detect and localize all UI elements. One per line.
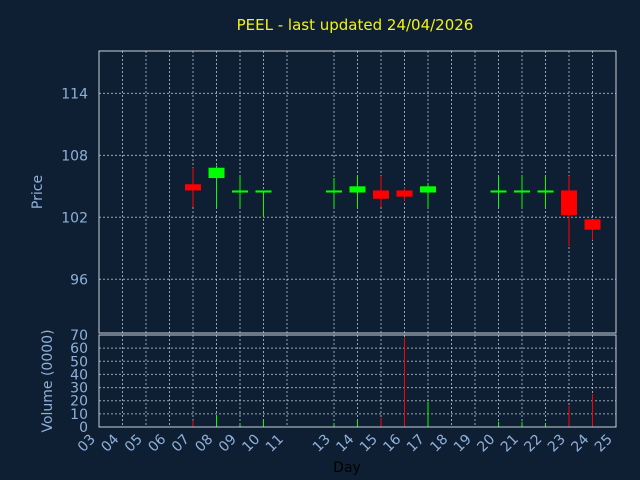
x-axis-label: Day: [333, 460, 361, 476]
x-tick-label: 21: [498, 432, 522, 456]
price-tick-labels: 96 102 108 114: [61, 86, 88, 288]
price-tick-label: 114: [61, 86, 88, 102]
x-tick-label: 14: [333, 431, 357, 455]
volume-tick-label: 60: [70, 341, 88, 357]
chart-title: PEEL - last updated 24/04/2026: [237, 16, 474, 34]
volume-grid: [98, 335, 617, 427]
x-tick-label: 10: [239, 432, 263, 456]
candle-body: [396, 190, 413, 197]
candle-body: [326, 190, 342, 193]
x-tick-label: 05: [122, 432, 146, 456]
price-tick-label: 96: [70, 272, 88, 288]
x-tick-label: 17: [404, 432, 428, 456]
candle-body: [537, 190, 554, 193]
volume-tick-label: 20: [70, 394, 88, 410]
x-tick-label: 13: [310, 432, 334, 456]
x-tick-label: 20: [474, 432, 498, 456]
volume-axis-label: Volume (0000): [40, 329, 56, 432]
x-tick-label: 11: [263, 432, 287, 456]
x-tick-label: 23: [545, 432, 569, 456]
candle-body: [373, 190, 389, 199]
x-tick-label: 25: [592, 432, 616, 456]
candle-body: [490, 190, 507, 193]
x-tick-label: 09: [216, 432, 240, 456]
candle-body: [185, 184, 201, 191]
candle-body: [561, 190, 577, 216]
x-tick-label: 06: [145, 431, 169, 455]
price-panel-frame: [98, 50, 617, 334]
x-tick-label: 22: [521, 432, 545, 456]
x-tick-label: 19: [451, 432, 475, 456]
volume-tick-label: 40: [70, 367, 88, 383]
x-tick-label: 16: [380, 431, 404, 455]
candle-body: [232, 190, 248, 193]
candle-body: [349, 186, 366, 193]
x-tick-labels: 03 04 05 06 07 08 09 10 11 13 14 15 16 17 18 19 20 21 22 23…: [75, 431, 616, 455]
price-tick-label: 108: [61, 148, 88, 164]
volume-tick-label: 70: [70, 328, 88, 344]
x-tick-label: 08: [192, 432, 216, 456]
x-tick-label: 04: [98, 431, 122, 455]
candle-body: [255, 190, 272, 193]
x-tick-label: 07: [169, 432, 193, 456]
price-axis-label: Price: [30, 175, 46, 209]
volume-tick-label: 50: [70, 354, 88, 370]
volume-panel-frame: [98, 334, 617, 428]
candle-body: [208, 167, 225, 179]
x-tick-label: 15: [357, 432, 381, 456]
candle-body: [584, 219, 601, 230]
candles: [185, 165, 601, 247]
volume-tick-label: 0: [79, 420, 88, 436]
x-tick-label: 18: [427, 432, 451, 456]
volume-tick-label: 10: [70, 407, 88, 423]
volume-tick-label: 30: [70, 381, 88, 397]
price-tick-label: 102: [61, 210, 88, 226]
x-tick-label: 24: [568, 431, 592, 455]
candle-body: [514, 190, 530, 193]
candle-body: [420, 186, 436, 193]
